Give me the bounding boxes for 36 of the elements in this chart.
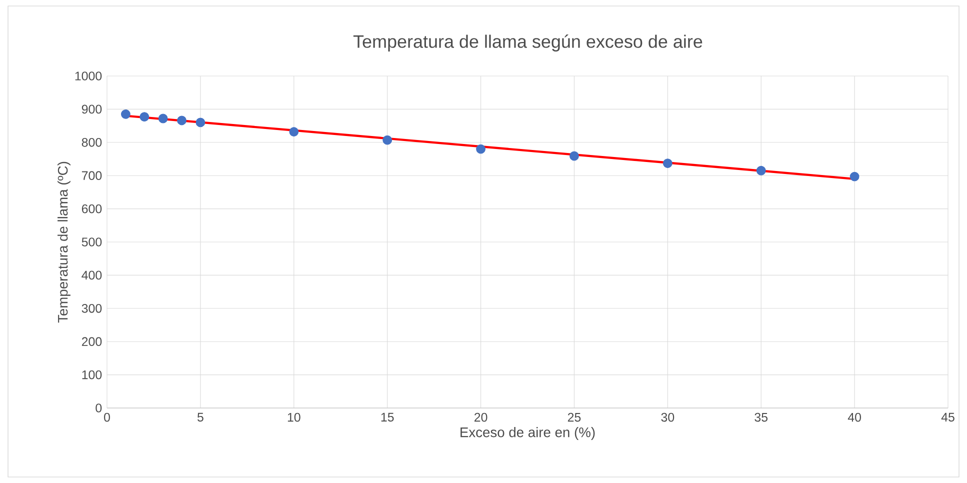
point bbox=[177, 116, 186, 126]
x-tick-label: 40 bbox=[848, 412, 862, 422]
y-tick-label: 900 bbox=[82, 104, 102, 114]
point bbox=[196, 118, 206, 128]
x-tick-label: 20 bbox=[474, 412, 488, 422]
x-tick-label: 0 bbox=[104, 412, 110, 422]
point bbox=[140, 112, 150, 122]
x-tick-label: 5 bbox=[197, 412, 204, 422]
point bbox=[570, 151, 579, 161]
point bbox=[662, 158, 672, 168]
x-tick-label: 10 bbox=[288, 412, 300, 422]
point bbox=[158, 114, 168, 124]
chart-title: Temperatura de llama según exceso de aire bbox=[353, 34, 702, 52]
y-tick-label: 100 bbox=[82, 370, 102, 380]
x-axis-title: Exceso de aire en (%) bbox=[460, 427, 595, 440]
point bbox=[756, 166, 766, 176]
y-tick-label: 500 bbox=[82, 238, 102, 246]
y-tick-label: 700 bbox=[82, 171, 102, 180]
x-tick-label: 25 bbox=[568, 412, 581, 422]
y-tick-label: 1000 bbox=[75, 72, 102, 80]
x-tick-label: 45 bbox=[941, 412, 954, 422]
point bbox=[120, 109, 130, 119]
point bbox=[476, 144, 486, 154]
point bbox=[382, 135, 392, 145]
point bbox=[289, 127, 299, 136]
y-tick-label: 200 bbox=[82, 337, 102, 346]
y-axis-title: Temperatura de llama (ºC) bbox=[58, 162, 70, 323]
x-tick-label: 30 bbox=[661, 412, 674, 422]
point bbox=[850, 172, 860, 182]
x-tick-label: 15 bbox=[381, 412, 394, 422]
y-tick-label: 300 bbox=[82, 304, 102, 313]
y-tick-label: 600 bbox=[82, 204, 102, 214]
y-tick-label: 0 bbox=[96, 404, 102, 412]
y-tick-label: 800 bbox=[82, 138, 102, 147]
x-tick-label: 35 bbox=[754, 412, 768, 422]
y-tick-label: 400 bbox=[82, 270, 102, 280]
